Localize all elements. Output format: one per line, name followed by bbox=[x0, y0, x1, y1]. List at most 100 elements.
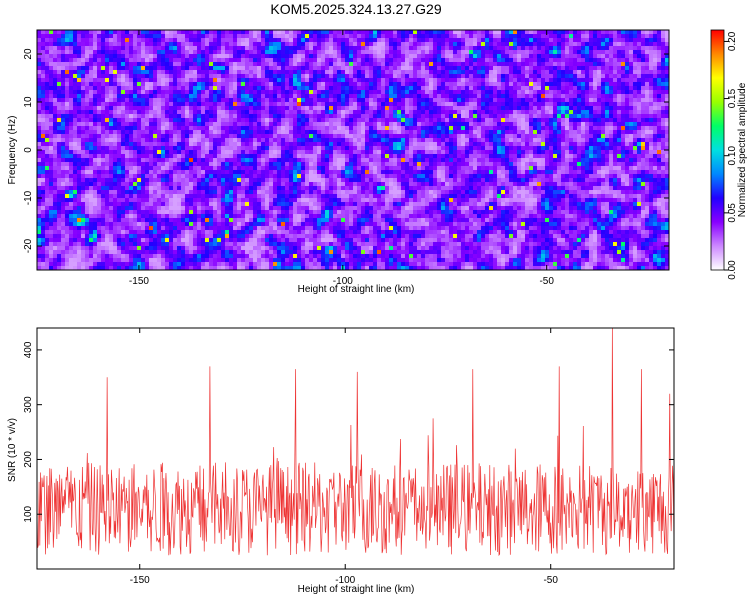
heatmap-cell bbox=[633, 30, 638, 35]
heatmap-cell bbox=[597, 118, 602, 123]
heatmap-cell bbox=[565, 142, 570, 147]
heatmap-cell bbox=[397, 82, 402, 87]
heatmap-cell bbox=[357, 62, 362, 67]
heatmap-cell bbox=[129, 126, 134, 131]
heatmap-cell bbox=[329, 118, 334, 123]
heatmap-cell bbox=[305, 70, 310, 75]
heatmap-cell bbox=[461, 90, 466, 95]
heatmap-cell bbox=[49, 42, 54, 47]
heatmap-cell bbox=[373, 54, 378, 59]
heatmap-cell bbox=[249, 86, 254, 91]
heatmap-cell bbox=[461, 46, 466, 51]
heatmap-cell bbox=[249, 78, 254, 83]
heatmap-cell bbox=[229, 42, 234, 47]
heatmap-cell bbox=[441, 82, 446, 87]
heatmap-cell bbox=[569, 130, 574, 135]
heatmap-cell bbox=[513, 134, 518, 139]
heatmap-cell bbox=[77, 66, 82, 71]
heatmap-cell bbox=[485, 30, 490, 35]
heatmap-cell bbox=[329, 98, 334, 103]
heatmap-cell bbox=[405, 130, 410, 135]
heatmap-cell bbox=[181, 126, 186, 131]
heatmap-cell bbox=[273, 134, 278, 139]
heatmap-cell bbox=[597, 46, 602, 51]
heatmap-cell bbox=[145, 122, 150, 127]
heatmap-cell bbox=[453, 54, 458, 59]
heatmap-cell bbox=[389, 66, 394, 71]
heatmap-cell bbox=[445, 90, 450, 95]
heatmap-cell bbox=[565, 150, 570, 155]
heatmap-cell bbox=[401, 86, 406, 91]
heatmap-cell bbox=[253, 82, 258, 87]
heatmap-cell bbox=[289, 138, 294, 143]
heatmap-cell bbox=[57, 82, 62, 87]
heatmap-cell bbox=[469, 46, 474, 51]
heatmap-cell bbox=[277, 154, 282, 159]
heatmap-cell bbox=[97, 134, 102, 139]
heatmap-cell bbox=[477, 34, 482, 39]
heatmap-cell bbox=[457, 58, 462, 63]
heatmap-cell bbox=[313, 102, 318, 107]
heatmap-cell bbox=[401, 66, 406, 71]
heatmap-cell bbox=[269, 74, 274, 79]
heatmap-cell bbox=[73, 70, 78, 75]
heatmap-cell bbox=[565, 82, 570, 87]
heatmap-cell bbox=[633, 62, 638, 67]
heatmap-cell bbox=[149, 62, 154, 67]
heatmap-cell bbox=[461, 142, 466, 147]
heatmap-cell bbox=[589, 62, 594, 67]
heatmap-cell bbox=[225, 122, 230, 127]
heatmap-cell bbox=[373, 98, 378, 103]
heatmap-cell bbox=[329, 110, 334, 115]
heatmap-cell bbox=[225, 30, 230, 35]
heatmap-cell bbox=[409, 90, 414, 95]
heatmap-cell bbox=[213, 138, 218, 143]
heatmap-cell bbox=[293, 82, 298, 87]
heatmap-cell bbox=[81, 78, 86, 83]
heatmap-cell bbox=[473, 42, 478, 47]
heatmap-cell bbox=[593, 58, 598, 63]
heatmap-cell bbox=[565, 126, 570, 131]
heatmap-cell bbox=[365, 106, 370, 111]
heatmap-cell bbox=[145, 46, 150, 51]
heatmap-cell bbox=[581, 102, 586, 107]
heatmap-cell bbox=[537, 74, 542, 79]
heatmap-cell bbox=[637, 106, 642, 111]
heatmap-cell bbox=[469, 138, 474, 143]
heatmap-cell bbox=[349, 54, 354, 59]
heatmap-cell bbox=[217, 58, 222, 63]
heatmap-cell bbox=[577, 90, 582, 95]
heatmap-cell bbox=[345, 126, 350, 131]
heatmap-cell bbox=[425, 86, 430, 91]
heatmap-cell bbox=[69, 58, 74, 63]
heatmap-cell bbox=[81, 50, 86, 55]
heatmap-cell bbox=[89, 150, 94, 155]
heatmap-cell bbox=[393, 134, 398, 139]
heatmap-cell bbox=[317, 154, 322, 159]
heatmap-cell bbox=[557, 38, 562, 43]
heatmap-cell bbox=[101, 82, 106, 87]
heatmap-cell bbox=[425, 118, 430, 123]
heatmap-cell bbox=[349, 42, 354, 47]
heatmap-cell bbox=[509, 82, 514, 87]
heatmap-cell bbox=[445, 82, 450, 87]
heatmap-cell bbox=[177, 130, 182, 135]
heatmap-cell bbox=[221, 142, 226, 147]
heatmap-cell bbox=[285, 90, 290, 95]
heatmap-cell bbox=[265, 38, 270, 43]
heatmap-cell bbox=[85, 74, 90, 79]
heatmap-cell bbox=[585, 94, 590, 99]
heatmap-cell bbox=[253, 126, 258, 131]
heatmap-cell bbox=[381, 82, 386, 87]
heatmap-cell bbox=[525, 118, 530, 123]
heatmap-cell bbox=[173, 90, 178, 95]
heatmap-cell bbox=[549, 94, 554, 99]
heatmap-cell bbox=[137, 78, 142, 83]
heatmap-cell bbox=[149, 74, 154, 79]
heatmap-cell bbox=[249, 146, 254, 151]
heatmap-cell bbox=[49, 142, 54, 147]
heatmap-cell bbox=[581, 94, 586, 99]
heatmap-cell bbox=[617, 30, 622, 35]
heatmap-cell bbox=[517, 110, 522, 115]
heatmap-cell bbox=[281, 50, 286, 55]
